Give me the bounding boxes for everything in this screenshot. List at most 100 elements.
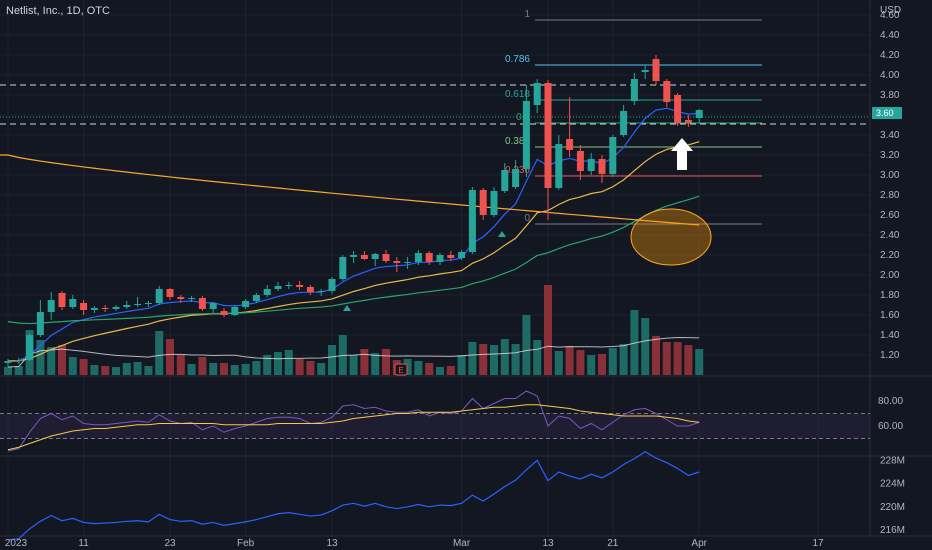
volume-bar [79,359,88,375]
candle-body [382,254,390,261]
rsi-tick-label: 60.00 [878,421,903,432]
candle-body [674,95,682,123]
candle-body [533,83,541,105]
volume-bar [47,347,56,375]
volume-bar [360,349,369,375]
volume-bar [198,357,207,375]
volume-bar [598,354,606,375]
candle-body [587,159,595,171]
volume-bar [608,348,617,375]
rsi-band [0,413,870,439]
candle-body [144,303,152,304]
volume-bar [511,344,520,375]
axes: 4.60 4.40 4.20 4.00 3.80 3.60 3.40 3.20 3.00 2.80… [5,10,905,549]
signal-triangle-icon [498,231,506,237]
obv-tick-label: 224M [880,479,905,490]
volume-bar [662,342,671,375]
candle-body [512,169,520,187]
volume-bar [684,345,693,375]
volume-bar [112,367,120,375]
candle-body [285,285,293,286]
candle-body [58,293,66,307]
volume-bar [425,363,434,375]
volume-bar [133,362,142,375]
volume-bar [263,355,272,375]
candle-body [26,335,34,360]
volume-bar [241,364,250,375]
volume-bar [166,339,174,375]
volume-bar [414,361,423,375]
volume-bar [436,367,444,375]
volume-bar [576,350,585,375]
candle-body [490,191,498,215]
candle-body [630,79,638,101]
candle-body [620,111,628,135]
volume-bar [295,359,304,375]
volume-bar [673,342,682,375]
candle-body [425,253,433,262]
volume-bar [220,363,228,375]
earnings-icon: E [394,363,408,376]
volume-bar [382,349,390,375]
volume-bar [90,365,99,375]
volume-bar [58,345,66,375]
time-tick-label: 2023 [5,538,28,549]
candle-body [555,144,563,188]
volume-bar [274,352,282,375]
volume-bar [522,315,531,375]
price-tick-label: 2.60 [880,210,900,221]
horizontal-levels [0,84,870,125]
price-tick-label: 1.60 [880,310,900,321]
price-tick-label: 4.60 [880,10,900,21]
volume-bar [101,366,110,375]
volume-bar [457,355,466,375]
candle-body [274,286,282,289]
candle-body [371,254,379,259]
candle-body [576,151,584,171]
volume-bar [349,355,358,375]
currency-label: USD [880,5,901,16]
candle-body [166,289,174,297]
fib-level-label: 1 [524,9,530,20]
annotations: E [343,138,712,376]
volume-bar [500,339,509,375]
ma-long-line [0,154,700,226]
rsi-ma-line [7,404,700,451]
candle-body [123,305,131,307]
candle-body [328,279,336,291]
volume-bar [187,364,196,375]
rsi-line [7,390,700,452]
candle-body [663,81,671,102]
price-tick-label: 2.20 [880,250,900,261]
candle-body [231,307,239,315]
time-tick-label: 23 [164,538,176,549]
volume-bar [284,350,293,375]
candle-body [522,101,530,169]
candle-body [339,257,347,279]
ema-green-line [7,195,700,325]
volume-bar [695,349,704,375]
candle-body [501,170,509,191]
volume-bar [155,331,164,375]
price-tick-label: 2.80 [880,190,900,201]
candle-body [436,255,444,262]
candle-body [4,361,12,363]
volume-bar [587,355,596,375]
volume-bar [619,344,628,375]
price-tick-label: 2.40 [880,230,900,241]
candle-body [404,262,412,263]
candle-body [296,285,304,287]
candle-body [252,295,260,301]
price-tick-label: 4.00 [880,70,900,81]
obv-line [7,450,700,541]
candle-body [360,255,368,259]
fib-level-label: 0.618 [505,89,530,100]
candle-body [544,83,552,188]
candles [4,55,703,367]
volume-bar [468,342,477,375]
volume-bar [371,353,380,375]
candle-body [695,110,703,118]
candle-body [350,255,358,257]
candle-body [90,308,98,310]
